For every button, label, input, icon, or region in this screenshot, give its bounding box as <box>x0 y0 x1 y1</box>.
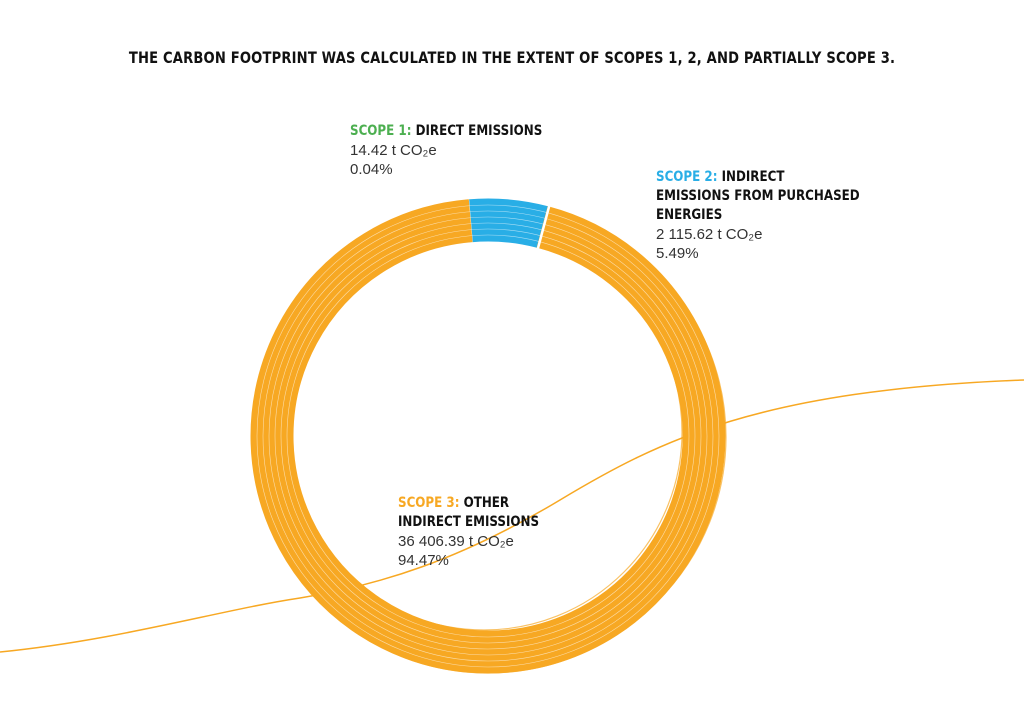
donut-segment <box>250 199 726 674</box>
strand-highlight <box>262 210 714 662</box>
value-label: 0.04% <box>350 161 393 178</box>
strand-highlight <box>274 222 702 650</box>
category-name: OTHER INDIRECT EMISSIONS <box>398 495 540 530</box>
segment-label: SCOPE 2: INDIRECT EMISSIONS FROM PURCHAS… <box>656 168 896 263</box>
segment-gap <box>536 203 551 251</box>
emission-row: 14.42 t CO₂e <box>350 141 610 160</box>
emission-label: 36 406.39 t CO₂e <box>398 533 514 550</box>
chart-title: THE CARBON FOOTPRINT WAS CALCULATED IN T… <box>128 48 896 67</box>
scope-name: SCOPE 3: <box>398 495 460 511</box>
segment-label: SCOPE 3: OTHER INDIRECT EMISSIONS 36 406.… <box>398 494 578 570</box>
value-label: 94.47% <box>398 552 449 569</box>
strand-highlight <box>268 216 708 656</box>
strand-highlight <box>280 228 696 644</box>
category-name: INDIRECT EMISSIONS FROM PURCHASED ENERGI… <box>656 169 860 223</box>
strand-highlight <box>256 204 720 668</box>
strand-highlight <box>286 234 690 638</box>
scope-name: SCOPE 1: <box>350 123 412 139</box>
emission-row: 36 406.39 t CO₂e <box>398 532 578 551</box>
segment-heading: SCOPE 1: DIRECT EMISSIONS <box>350 122 571 141</box>
percent-row: 0.04% <box>350 160 610 179</box>
decor-wave <box>0 379 1024 653</box>
segment-heading: SCOPE 2: INDIRECT EMISSIONS FROM PURCHAS… <box>656 168 860 225</box>
scope-name: SCOPE 2: <box>656 169 718 185</box>
emission-label: 14.42 t CO₂e <box>350 142 437 159</box>
category-name: DIRECT EMISSIONS <box>415 123 543 139</box>
emission-row: 2 115.62 t CO₂e <box>656 225 896 244</box>
segment-label: SCOPE 1: DIRECT EMISSIONS 14.42 t CO₂e 0.0… <box>350 122 610 179</box>
value-label: 5.49% <box>656 245 699 262</box>
percent-row: 94.47% <box>398 551 578 570</box>
donut <box>250 196 726 674</box>
segment-heading: SCOPE 3: OTHER INDIRECT EMISSIONS <box>398 494 551 532</box>
percent-row: 5.49% <box>656 244 896 263</box>
emission-label: 2 115.62 t CO₂e <box>656 226 763 243</box>
